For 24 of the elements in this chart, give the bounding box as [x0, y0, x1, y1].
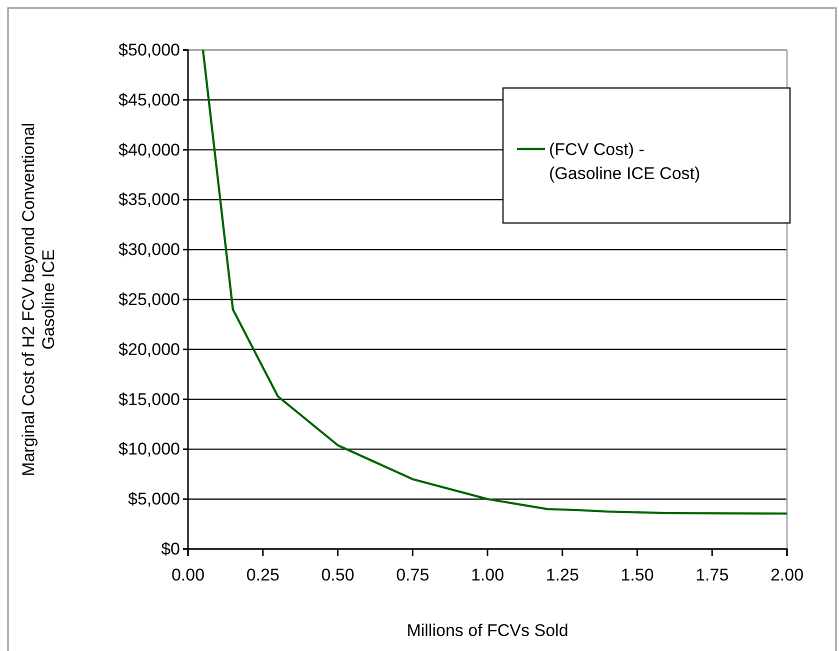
y-tick-label: $30,000 — [118, 240, 180, 260]
y-tick-label: $20,000 — [118, 340, 180, 359]
x-tick-label: 1.25 — [546, 565, 579, 584]
x-tick-label: 2.00 — [770, 565, 804, 584]
y-tick-label: $40,000 — [118, 140, 180, 160]
x-tick-label: 0.50 — [321, 565, 354, 584]
x-tick-label: 1.00 — [470, 565, 504, 584]
x-tick-label: 1.50 — [620, 565, 654, 584]
y-axis-title: Marginal Cost of H2 FCV beyond Conventional Gasoline ICE — [19, 122, 58, 476]
x-axis-title: Millions of FCVs Sold — [406, 621, 568, 640]
y-tick-label: $0 — [161, 539, 180, 558]
x-tick-label: 0.00 — [171, 565, 205, 584]
y-tick-label: $35,000 — [118, 190, 180, 210]
line-series — [202, 48, 788, 515]
y-tick-label: $50,000 — [118, 40, 180, 60]
y-tick-label: $25,000 — [118, 290, 180, 309]
x-tick-label: 0.25 — [246, 565, 280, 584]
y-tick-label: $15,000 — [118, 390, 180, 409]
x-tick-label: 0.75 — [396, 565, 430, 584]
legend-label: (FCV Cost) - (Gasoline ICE Cost) — [549, 140, 700, 183]
y-tick-label: $45,000 — [118, 90, 180, 110]
x-tick-label: 1.75 — [696, 565, 729, 584]
y-tick-label: $5,000 — [128, 490, 180, 509]
y-tick-label: $10,000 — [118, 440, 180, 459]
